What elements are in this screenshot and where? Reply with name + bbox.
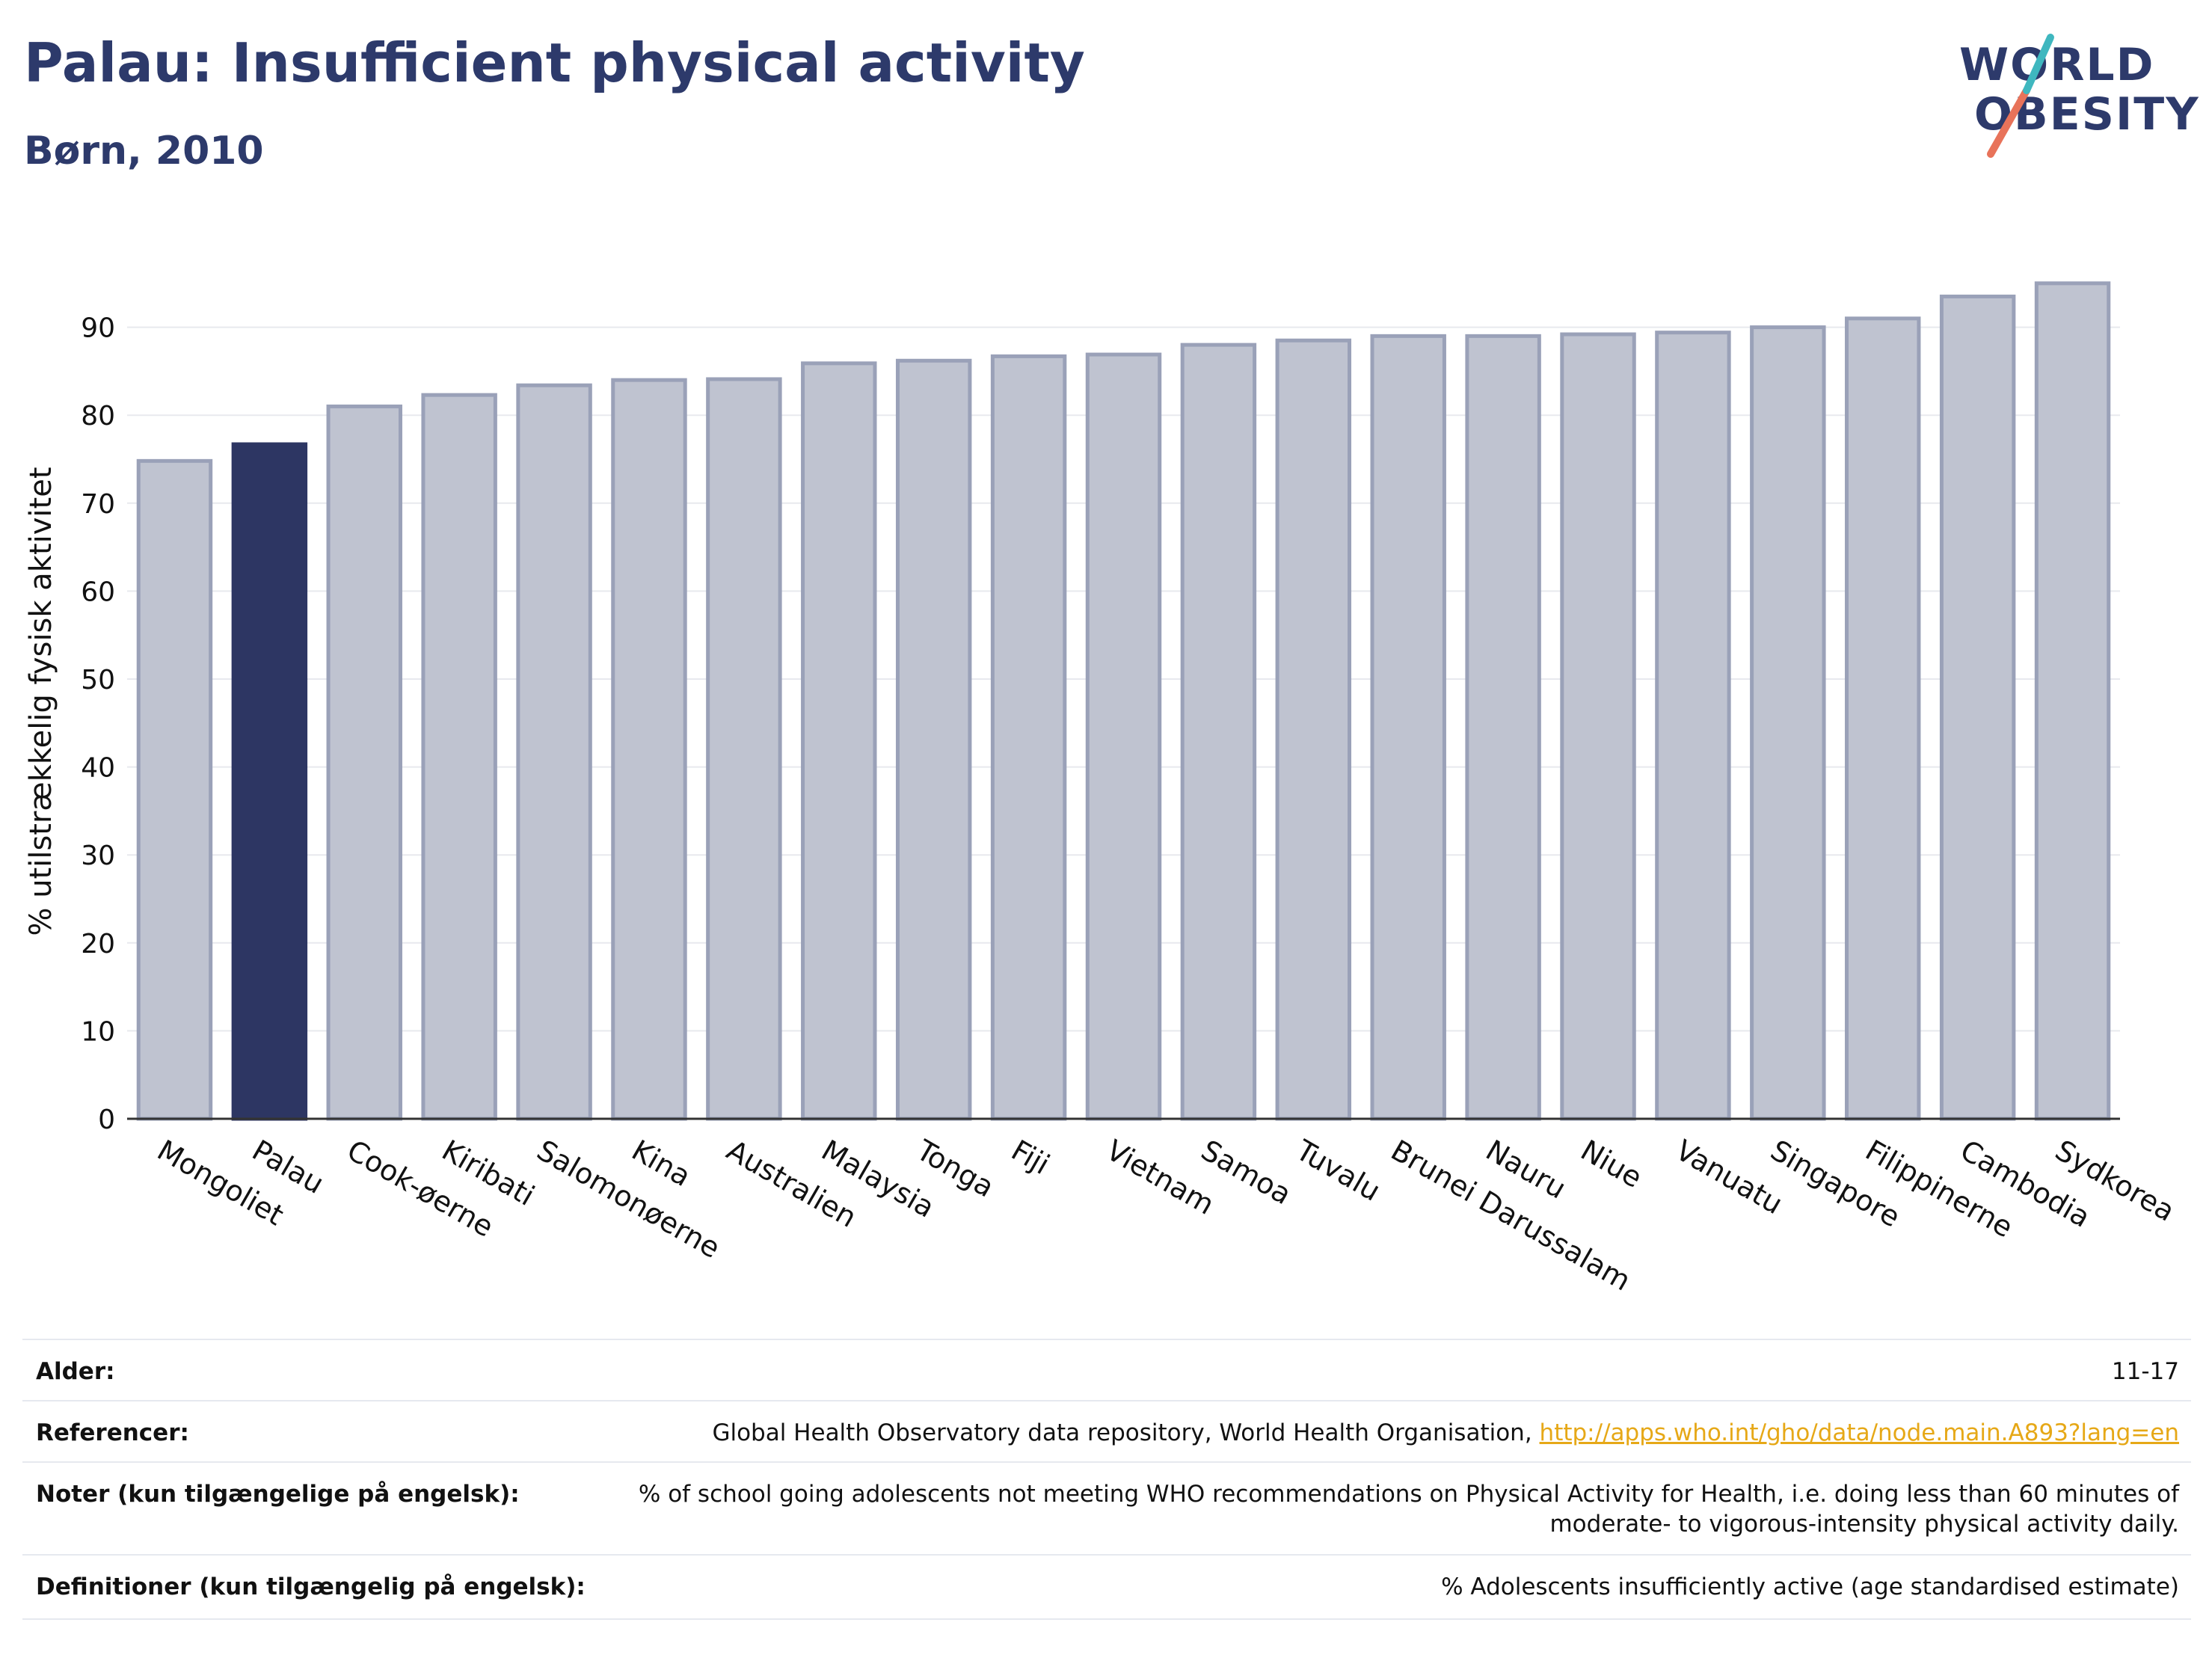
x-tick-label: Vietnam — [1101, 1134, 1220, 1221]
info-value-notes-line2: moderate- to vigorous-intensity physical… — [1549, 1511, 2179, 1538]
bar-salomonøerne[interactable] — [516, 383, 592, 1121]
info-value-references: Global Health Observatory data repositor… — [712, 1419, 2179, 1446]
bar-australien[interactable] — [706, 377, 782, 1121]
bar-sydkorea[interactable] — [2034, 281, 2111, 1121]
y-tick-label: 30 — [81, 841, 115, 871]
x-tick-label: Vanuatu — [1670, 1134, 1788, 1220]
info-row-references: Referencer: Global Health Observatory da… — [22, 1400, 2191, 1463]
info-label-references: Referencer: — [36, 1419, 189, 1446]
bar-filippinerne[interactable] — [1845, 316, 1921, 1121]
info-value-age: 11-17 — [2111, 1358, 2179, 1385]
bar-tonga[interactable] — [895, 358, 972, 1121]
logo-line1: WORLD — [1959, 39, 2155, 91]
y-tick-label: 70 — [81, 489, 115, 520]
y-axis-label: % utilstrækkelig fysisk aktivitet — [24, 467, 58, 936]
info-row-notes: Noter (kun tilgængelige på engelsk): % o… — [22, 1461, 2191, 1556]
bar-malaysia[interactable] — [801, 361, 877, 1121]
chart-title: Palau: Insufficient physical activity — [24, 31, 1085, 94]
info-label-definitions: Definitioner (kun tilgængelig på engelsk… — [36, 1573, 586, 1600]
bar-singapore[interactable] — [1750, 325, 1826, 1121]
x-tick-label: Fiji — [1006, 1134, 1055, 1181]
y-tick-label: 80 — [81, 401, 115, 432]
bar-nauru[interactable] — [1465, 334, 1541, 1121]
y-tick-label: 90 — [81, 313, 115, 344]
bar-palau[interactable] — [231, 442, 308, 1121]
y-tick-label: 0 — [98, 1105, 115, 1135]
bar-niue[interactable] — [1560, 332, 1636, 1121]
bar-samoa[interactable] — [1180, 343, 1257, 1121]
world-obesity-logo: WORLD OBESITY — [1952, 27, 2199, 162]
reference-text: Global Health Observatory data repositor… — [712, 1419, 1540, 1446]
bar-cambodia[interactable] — [1939, 294, 2016, 1121]
bar-kiribati[interactable] — [421, 393, 497, 1121]
info-row-definitions: Definitioner (kun tilgængelig på engelsk… — [22, 1554, 2191, 1620]
bar-vietnam[interactable] — [1085, 352, 1162, 1121]
info-label-age: Alder: — [36, 1358, 115, 1385]
x-tick-label: Niue — [1576, 1134, 1648, 1194]
y-tick-label: 20 — [81, 929, 115, 959]
bar-brunei-darussalam[interactable] — [1370, 334, 1446, 1121]
bar-cook-øerne[interactable] — [326, 404, 402, 1121]
bar-fiji[interactable] — [990, 354, 1067, 1121]
y-tick-label: 10 — [81, 1016, 115, 1047]
bar-vanuatu[interactable] — [1655, 331, 1731, 1121]
y-tick-label: 60 — [81, 577, 115, 607]
bar-tuvalu[interactable] — [1275, 338, 1352, 1121]
y-tick-label: 50 — [81, 665, 115, 696]
bar-mongoliet[interactable] — [136, 458, 213, 1121]
info-label-notes: Noter (kun tilgængelige på engelsk): — [36, 1481, 520, 1508]
bars — [136, 281, 2111, 1121]
x-tick-label: Tuvalu — [1290, 1133, 1386, 1208]
chart-subtitle: Børn, 2010 — [24, 129, 264, 174]
bar-kina[interactable] — [611, 378, 687, 1121]
y-axis-ticks: 0 10 20 30 40 50 60 70 80 90 — [81, 313, 115, 1135]
reference-link[interactable]: http://apps.who.int/gho/data/node.main.A… — [1539, 1419, 2179, 1446]
logo-slash-icon — [1987, 34, 2054, 158]
y-tick-label: 40 — [81, 753, 115, 784]
info-row-age: Alder: 11-17 — [22, 1339, 2191, 1401]
info-value-notes-line1: % of school going adolescents not meetin… — [638, 1481, 2179, 1508]
x-tick-label: Salomonøerne — [532, 1134, 726, 1265]
info-value-definitions: % Adolescents insufficiently active (age… — [1441, 1573, 2179, 1600]
